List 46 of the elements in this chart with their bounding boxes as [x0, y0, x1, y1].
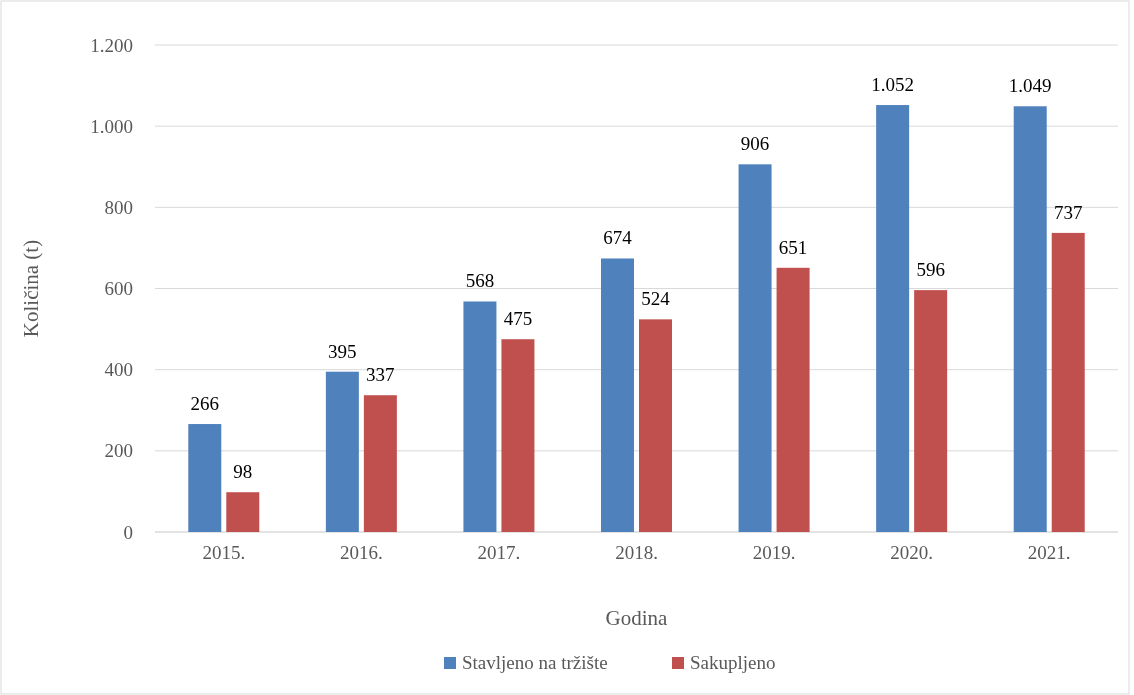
y-tick-label: 600 [104, 278, 133, 300]
data-label: 395 [328, 340, 357, 362]
y-axis-title: Količina (t) [19, 239, 43, 338]
x-axis-title: Godina [605, 606, 669, 630]
bar [188, 424, 222, 532]
y-tick-label: 1.200 [90, 34, 133, 56]
y-tick-label: 0 [123, 521, 133, 543]
bar [1051, 232, 1085, 532]
x-tick-label: 2017. [477, 542, 521, 563]
x-tick-label: 2019. [752, 542, 796, 563]
bar [325, 371, 359, 532]
data-label: 1.052 [871, 74, 915, 96]
data-label: 906 [740, 133, 770, 155]
y-tick-label: 800 [104, 196, 133, 218]
x-tick-label: 2021. [1027, 542, 1071, 563]
x-tick-label: 2016. [339, 542, 383, 563]
bar [501, 339, 535, 532]
bar [226, 492, 260, 532]
y-tick-label: 1.000 [90, 115, 133, 137]
legend-label: Sakupljeno [690, 652, 776, 673]
data-label: 475 [503, 308, 533, 330]
data-label: 524 [641, 288, 671, 310]
bar [876, 105, 910, 532]
data-label: 98 [233, 461, 253, 483]
data-label: 266 [190, 393, 220, 415]
data-label: 568 [465, 270, 495, 292]
bar [914, 290, 948, 532]
data-label: 674 [603, 227, 633, 249]
bar [738, 164, 772, 532]
y-tick-label: 400 [104, 359, 133, 381]
y-tick-label: 200 [104, 440, 133, 462]
data-label: 337 [366, 364, 395, 386]
bar [639, 319, 672, 532]
data-label: 651 [778, 236, 808, 258]
bar [776, 267, 810, 532]
data-label: 1.049 [1008, 75, 1052, 97]
bar [363, 395, 397, 532]
data-label: 737 [1053, 201, 1083, 223]
bar [1013, 106, 1047, 532]
bar [463, 301, 497, 532]
bar [601, 258, 634, 532]
x-tick-label: 2015. [202, 542, 246, 563]
x-tick-label: 2020. [890, 542, 934, 563]
data-label: 596 [916, 259, 945, 281]
x-tick-label: 2018. [615, 542, 658, 563]
legend-label: Stavljeno na tržište [462, 652, 608, 673]
